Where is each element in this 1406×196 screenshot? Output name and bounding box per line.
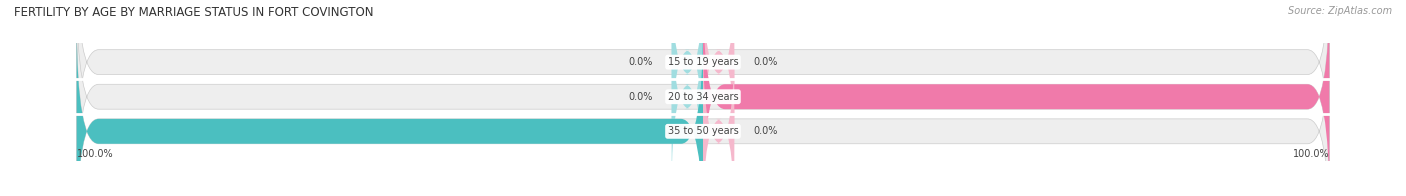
Text: 100.0%: 100.0%	[1348, 92, 1385, 102]
Text: 0.0%: 0.0%	[628, 92, 652, 102]
FancyBboxPatch shape	[77, 23, 703, 196]
FancyBboxPatch shape	[672, 5, 703, 188]
FancyBboxPatch shape	[703, 40, 734, 196]
Text: 0.0%: 0.0%	[754, 126, 778, 136]
Text: 15 to 19 years: 15 to 19 years	[668, 57, 738, 67]
FancyBboxPatch shape	[672, 0, 703, 153]
Text: 35 to 50 years: 35 to 50 years	[668, 126, 738, 136]
Text: 20 to 34 years: 20 to 34 years	[668, 92, 738, 102]
FancyBboxPatch shape	[77, 0, 1329, 171]
FancyBboxPatch shape	[703, 0, 1329, 196]
Text: Source: ZipAtlas.com: Source: ZipAtlas.com	[1288, 6, 1392, 16]
Text: 0.0%: 0.0%	[754, 57, 778, 67]
FancyBboxPatch shape	[77, 23, 1329, 196]
FancyBboxPatch shape	[77, 0, 1329, 196]
Text: FERTILITY BY AGE BY MARRIAGE STATUS IN FORT COVINGTON: FERTILITY BY AGE BY MARRIAGE STATUS IN F…	[14, 6, 374, 19]
FancyBboxPatch shape	[703, 0, 734, 153]
Text: 100.0%: 100.0%	[77, 149, 114, 159]
Text: 100.0%: 100.0%	[1292, 149, 1329, 159]
Text: 0.0%: 0.0%	[628, 57, 652, 67]
Text: 100.0%: 100.0%	[21, 126, 58, 136]
